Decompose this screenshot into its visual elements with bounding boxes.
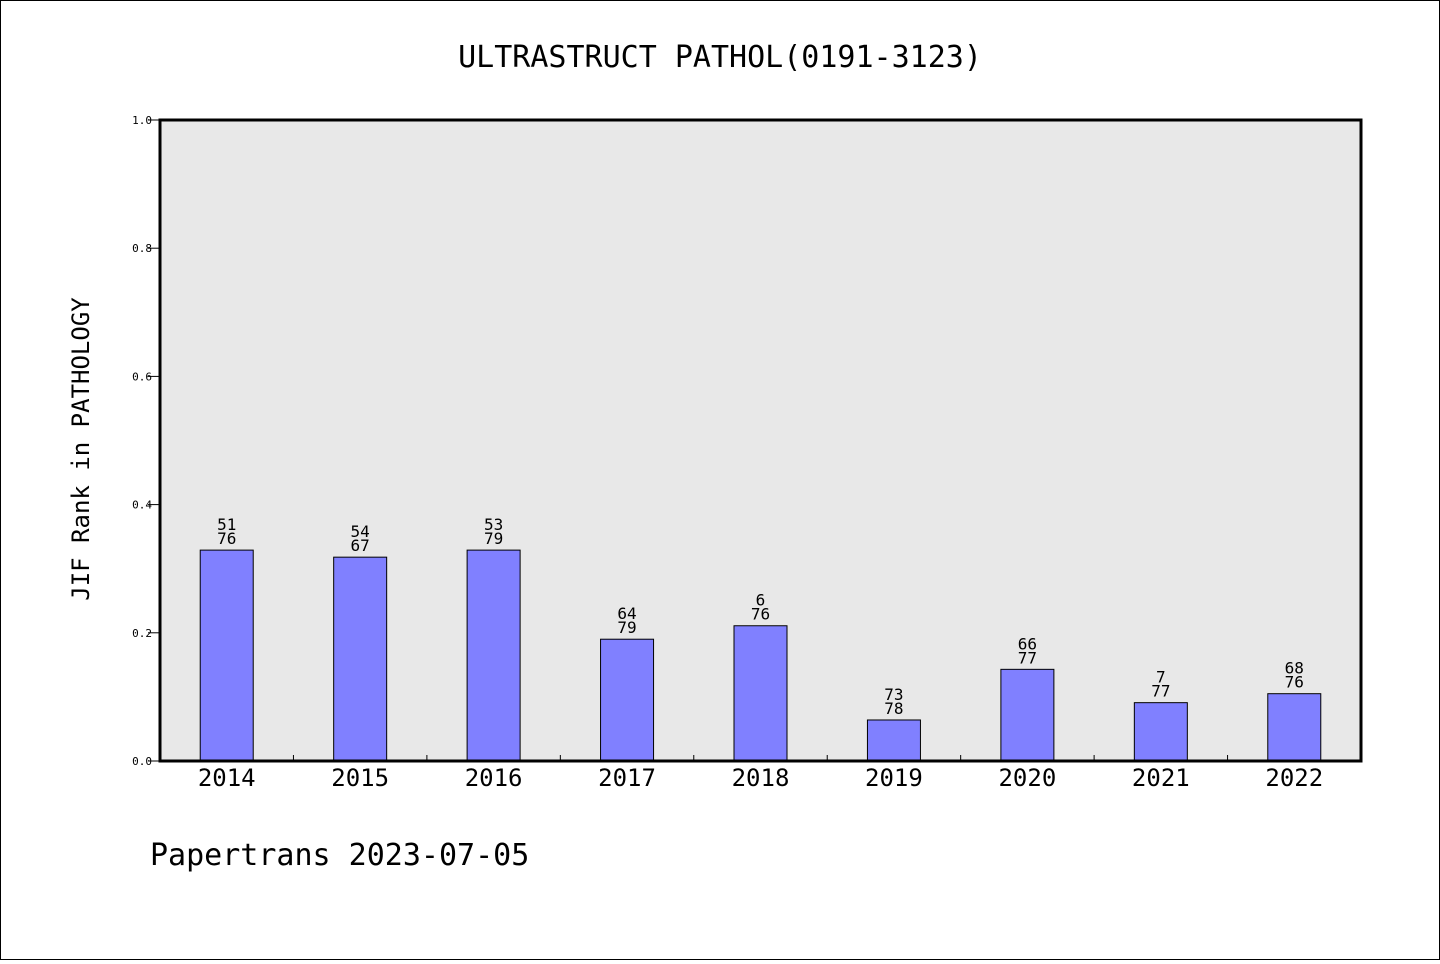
footer-credit: Papertrans 2023-07-05 [150,838,529,873]
chart-title: ULTRASTRUCT PATHOL(0191-3123) [458,40,982,75]
y-tick-label: 0.8 [132,242,152,255]
bar-rank-label: 68 [1285,659,1304,678]
bar-2014 [199,549,254,762]
y-tick-label: 0.2 [132,627,152,640]
bar-2021 [1133,702,1188,762]
bar-rank-label: 64 [617,604,636,623]
bar-2015 [333,556,388,762]
x-tick-label: 2015 [331,764,389,792]
bar-rank-label: 53 [484,515,503,534]
bar-total-label: 76 [217,529,236,548]
bar-total-label: 76 [751,605,770,624]
x-tick-label: 2018 [732,764,790,792]
bars [199,549,1322,762]
y-tick-label: 0.6 [132,370,152,383]
bar-rank-label: 54 [351,522,370,541]
y-axis-label: JIF Rank in PATHOLOGY [67,297,95,601]
bar-rank-label: 66 [1018,634,1037,653]
y-tick-label: 0.0 [132,755,152,768]
x-tick-label: 2021 [1132,764,1190,792]
bar-2020 [1000,668,1055,762]
bar-total-label: 79 [617,618,636,637]
x-tick-label: 2017 [598,764,656,792]
bar-rank-label: 73 [884,685,903,704]
bar-total-label: 77 [1151,682,1170,701]
y-tick-label: 1.0 [132,114,152,127]
x-tick-label: 2022 [1265,764,1323,792]
bar-rank-label: 6 [756,591,766,610]
bar-total-label: 76 [1285,673,1304,692]
bar-total-label: 78 [884,699,903,718]
bar-total-label: 67 [351,536,370,555]
bar-total-label: 79 [484,529,503,548]
y-axis: 0.0 0.2 0.4 0.6 0.8 1.0 [132,114,160,768]
bar-2016 [466,549,521,762]
bar-total-label: 77 [1018,648,1037,667]
y-tick-label: 0.4 [132,499,152,512]
x-tick-label: 2014 [198,764,256,792]
plot-border [158,118,1363,763]
x-axis: 2014 2015 2016 2017 2018 2019 2020 2021 2022 [198,755,1323,792]
x-tick-label: 2020 [998,764,1056,792]
bar-2022 [1267,693,1322,762]
x-tick-label: 2019 [865,764,923,792]
x-tick-label: 2016 [465,764,523,792]
bar-2017 [600,638,655,762]
bar-rank-label: 51 [217,515,236,534]
bar-2019 [866,719,921,762]
bar-rank-label: 7 [1156,668,1166,687]
bar-2018 [733,625,788,762]
